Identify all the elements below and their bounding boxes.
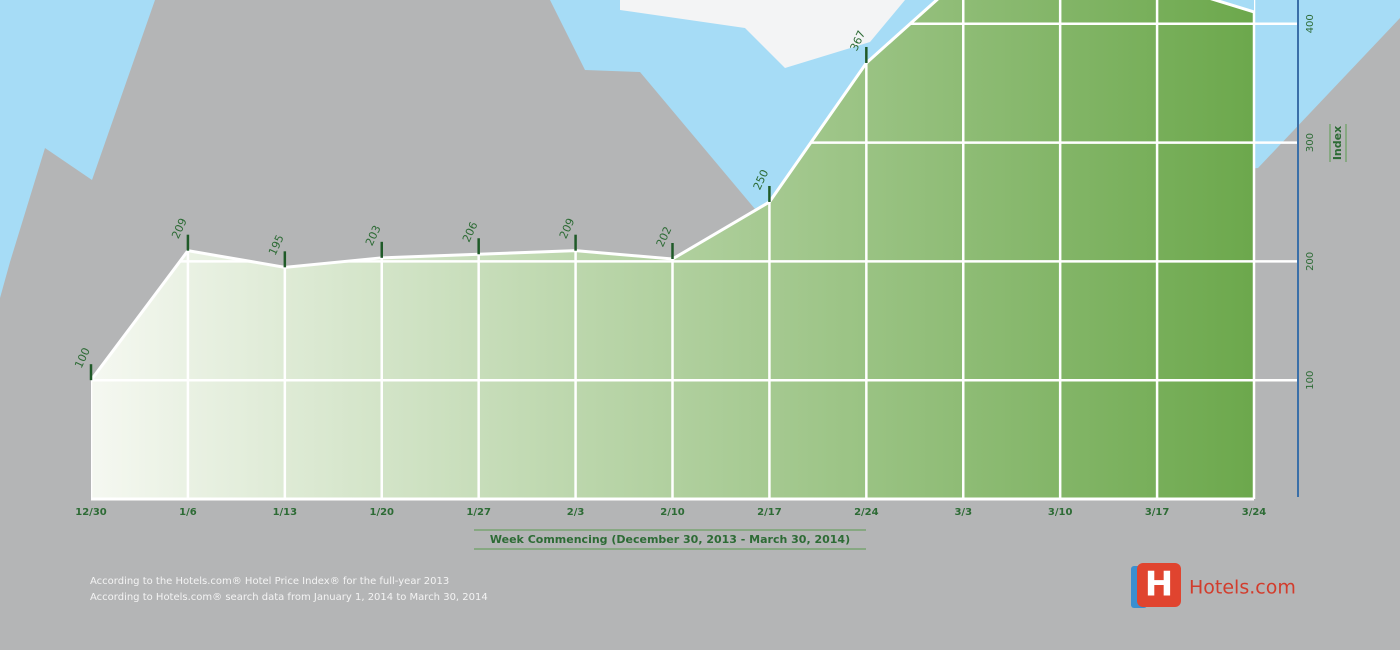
y-tick-label: 400 — [1305, 14, 1316, 33]
y-tick-label: 300 — [1305, 133, 1316, 152]
x-tick-label: 3/3 — [954, 507, 972, 518]
y-tick-label: 200 — [1305, 252, 1316, 271]
x-tick-label: 1/13 — [273, 507, 298, 518]
x-axis-label: Week Commencing (December 30, 2013 - Mar… — [490, 533, 850, 546]
footnote: According to the Hotels.com® Hotel Price… — [90, 576, 449, 587]
logo: H Hotels.com — [1131, 563, 1296, 608]
y-axis-label: Index — [1331, 126, 1344, 160]
cloud — [620, 0, 905, 68]
x-tick-label: 1/20 — [369, 507, 394, 518]
logo-icon: H — [1145, 565, 1173, 605]
x-tick-label: 3/10 — [1048, 507, 1073, 518]
x-tick-label: 2/24 — [854, 507, 879, 518]
sky — [0, 0, 155, 298]
y-tick-label: 100 — [1305, 371, 1316, 390]
logo-text: Hotels.com — [1189, 577, 1296, 599]
x-tick-label: 2/17 — [757, 507, 782, 518]
logo-icon — [1137, 563, 1181, 607]
x-tick-label: 1/6 — [179, 507, 197, 518]
x-tick-label: 3/24 — [1242, 507, 1267, 518]
x-tick-label: 2/10 — [660, 507, 685, 518]
x-tick-label: 1/27 — [466, 507, 491, 518]
footnote: According to Hotels.com® search data fro… — [90, 592, 488, 603]
x-tick-label: 3/17 — [1145, 507, 1170, 518]
x-tick-label: 2/3 — [567, 507, 585, 518]
x-tick-label: 12/30 — [75, 507, 107, 518]
